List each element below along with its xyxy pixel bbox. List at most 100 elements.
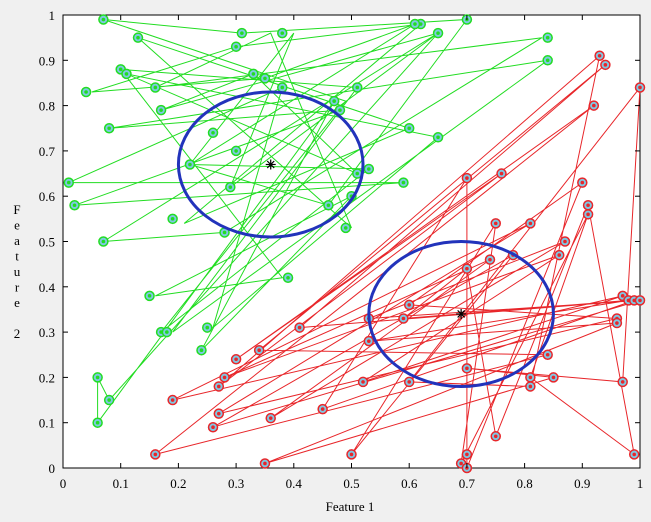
cluster-lines [68,18,641,469]
point-center [211,130,215,135]
point-center [84,90,88,94]
y-label-char: e [14,295,20,310]
x-axis-ticks: 0 0.1 0.2 0.3 0.4 0.5 0.6 0.7 0.8 0.9 1 [60,15,644,491]
data-point [634,82,646,93]
data-point [103,123,115,134]
data-point [357,376,369,388]
point-center [263,76,267,81]
x-tick-label: 0.7 [459,476,476,491]
point-center [638,298,642,303]
point-center [165,330,169,334]
point-center [216,384,221,389]
data-point [277,82,288,93]
point-center [234,44,238,49]
point-center [95,375,100,380]
point-center [251,72,256,76]
point-center [205,325,210,330]
point-center [222,230,227,235]
data-point [323,200,334,211]
data-point [144,290,155,302]
point-center [240,31,244,35]
point-center [615,321,619,325]
point-center [280,85,285,90]
x-tick-label: 0.9 [574,476,590,491]
y-tick-label: 0.1 [39,416,55,431]
y-tick-label: 0.8 [39,99,55,114]
point-center [580,180,585,185]
y-tick-label: 0.5 [39,235,55,250]
data-point [259,73,271,84]
point-center [280,31,285,35]
point-center [493,221,498,226]
y-tick-label: 0.2 [39,370,55,385]
point-center [72,203,77,208]
data-point [496,168,507,179]
point-center [297,325,302,330]
point-center [557,253,562,257]
data-point [588,100,600,111]
point-center [118,67,123,72]
y-label-char: r [15,280,20,295]
data-point [80,86,92,98]
point-center [528,221,533,226]
x-axis-label: Feature 1 [326,499,375,514]
point-center [159,108,163,112]
data-point [207,421,219,433]
point-center [551,375,556,380]
y-tick-label: 0.7 [39,144,56,159]
centroid-2-marker [456,308,467,319]
point-center [586,203,590,208]
y-tick-label: 0.9 [39,53,55,68]
centroid-markers [265,159,467,319]
point-center [136,35,140,40]
data-point [230,41,242,52]
data-point [340,222,351,234]
point-center [407,126,412,131]
data-point [582,200,594,211]
point-center [436,135,440,140]
point-center [107,398,111,402]
point-center [586,212,590,217]
data-point [98,14,109,25]
y-tick-label: 0 [49,461,56,476]
data-point [403,376,415,388]
data-point [525,381,536,392]
cluster-1-circle [176,90,365,239]
data-point [582,209,594,220]
point-center [228,185,233,189]
point-center [107,126,111,131]
data-point [69,200,80,211]
data-point [132,32,144,43]
point-center [367,339,371,343]
data-point [409,18,421,30]
point-center [465,366,469,371]
point-center [407,303,412,307]
data-point [617,376,628,388]
data-point [542,349,553,360]
x-tick-label: 1 [637,476,644,491]
data-point [282,272,294,283]
point-center [545,352,550,357]
data-point [294,322,305,333]
data-point [461,449,473,460]
point-center [545,58,550,63]
data-point [230,145,242,157]
point-center [170,398,175,402]
data-point [363,335,375,347]
point-center [465,452,469,457]
data-point [461,363,473,374]
data-point [161,326,173,338]
data-point [121,68,132,80]
y-label-char: a [14,233,20,248]
cluster-circles [176,90,555,388]
y-label-char: u [14,264,21,279]
point-center [620,380,625,384]
y-label-char: e [14,218,20,233]
point-center [286,275,290,280]
data-point [461,263,473,274]
data-point [92,417,103,428]
x-tick-label: 0.1 [113,476,129,491]
point-center [268,416,273,420]
